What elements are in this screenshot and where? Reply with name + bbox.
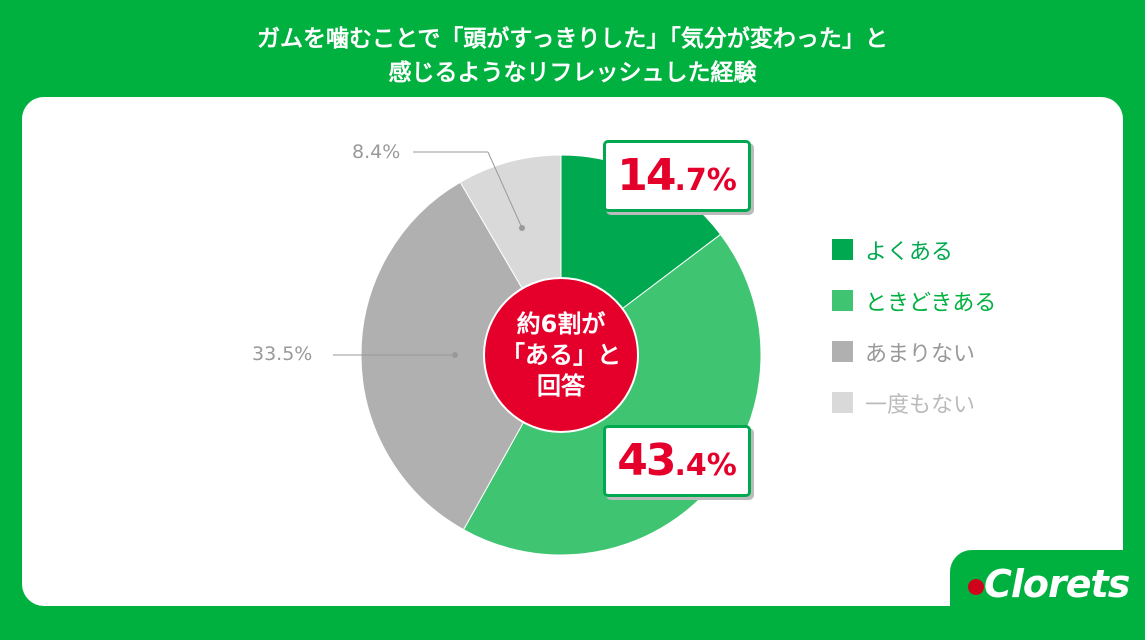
leader-line-8-4-diag (487, 151, 523, 229)
legend-item: あまりない (832, 326, 996, 377)
data-label-ichido-mo-nai: 8.4% (352, 141, 401, 163)
title-line-1: ガムを噛むことで「頭がすっきりした」「気分が変わった」と (257, 26, 888, 52)
pie-slice-2 (360, 181, 562, 531)
label-dec: .4% (674, 448, 737, 483)
data-label-tokidoki-aru: 43.4% (603, 425, 751, 497)
legend-label: 一度もない (865, 392, 976, 418)
legend-label: よくある (865, 239, 954, 265)
data-label-yoku-aru: 14.7% (603, 140, 751, 212)
center-line-2: 「ある」と (501, 340, 621, 369)
legend-item: 一度もない (832, 377, 996, 428)
label-int: 43 (617, 435, 676, 486)
legend-label: ときどきある (865, 290, 997, 316)
legend-item: よくある (832, 224, 996, 275)
legend-item: ときどきある (832, 275, 996, 326)
center-line-3: 回答 (537, 371, 585, 400)
legend-label: あまりない (865, 341, 976, 367)
clorets-logo: Clorets (968, 562, 1130, 606)
leader-dot-33-5 (452, 352, 458, 358)
logo-text: Clorets (984, 562, 1130, 606)
title-line-2: 感じるようなリフレッシュした経験 (388, 60, 757, 86)
center-callout: 約6割が 「ある」と 回答 (483, 277, 639, 433)
legend-swatch (832, 290, 853, 311)
legend-swatch (832, 392, 853, 413)
label-dec: .7% (674, 163, 737, 198)
chart-title: ガムを噛むことで「頭がすっきりした」「気分が変わった」と 感じるようなリフレッシ… (0, 22, 1145, 90)
leader-dot-8-4 (519, 225, 525, 231)
data-label-amari-nai: 33.5% (252, 343, 313, 365)
legend-swatch (832, 239, 853, 260)
logo-gum-icon (968, 578, 984, 595)
legend-swatch (832, 341, 853, 362)
legend: よくある ときどきある あまりない 一度もない (832, 224, 996, 428)
label-int: 14 (617, 150, 676, 201)
logo-tab (950, 550, 1145, 640)
center-line-1: 約6割が (516, 309, 606, 338)
